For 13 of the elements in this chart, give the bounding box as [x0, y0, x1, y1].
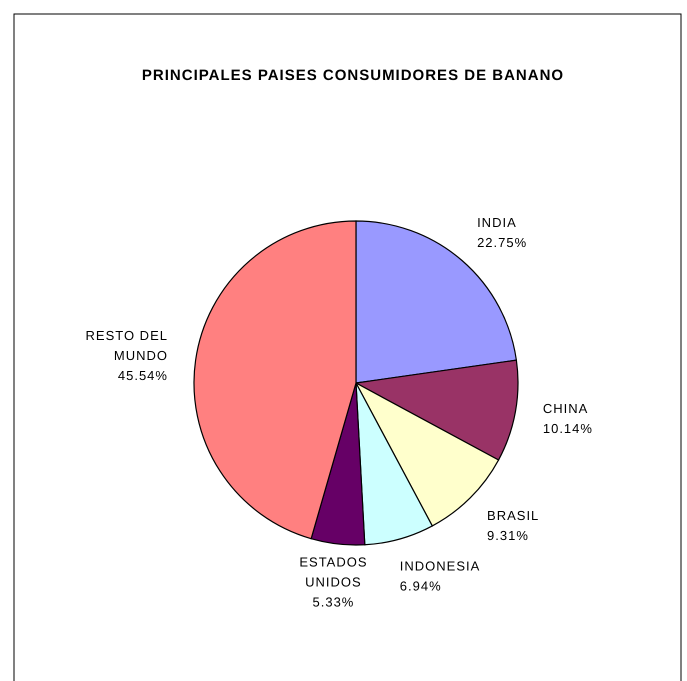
slice-label: ESTADOS UNIDOS	[299, 554, 368, 590]
data-label: 6.94%	[400, 578, 442, 594]
data-label: 22.75%	[477, 234, 528, 250]
chart-title: PRINCIPALES PAISES CONSUMIDORES DE BANANO	[142, 67, 564, 84]
data-label: 45.54%	[118, 368, 168, 384]
slice-label: BRASIL	[487, 508, 540, 523]
data-label: 9.31%	[487, 528, 529, 543]
data-label: 5.33%	[312, 594, 354, 610]
slice-label: CHINA	[542, 401, 588, 416]
data-label: 10.14%	[542, 421, 593, 436]
slice-label: INDONESIA	[400, 558, 480, 574]
slice-label: INDIA	[477, 214, 517, 230]
slice-label: RESTO DEL MUNDO	[86, 328, 168, 364]
